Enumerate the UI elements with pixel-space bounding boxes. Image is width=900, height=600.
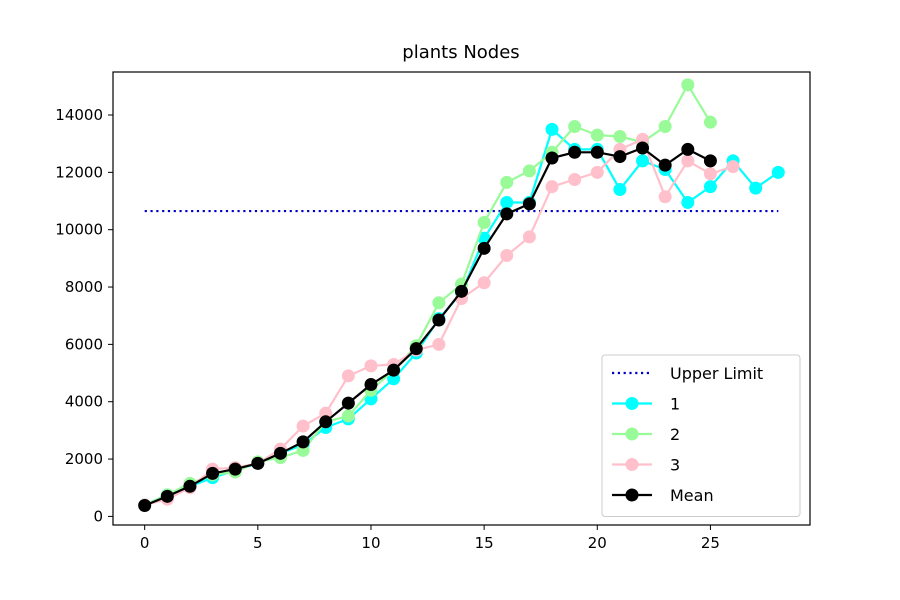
- axes-frame: [112, 71, 811, 526]
- y-tick-label: 8000: [65, 278, 103, 296]
- data-point: [658, 158, 672, 172]
- data-point: [160, 489, 174, 503]
- data-point: [522, 230, 536, 244]
- data-point: [341, 369, 355, 383]
- legend-entry: 1: [612, 395, 680, 414]
- data-point: [545, 122, 559, 136]
- data-point: [138, 499, 152, 513]
- legend-marker: [625, 488, 639, 502]
- data-point: [681, 154, 695, 168]
- data-point: [387, 363, 401, 377]
- data-point: [500, 248, 514, 262]
- data-point: [545, 151, 559, 165]
- data-point: [613, 150, 627, 164]
- legend-entry: Upper Limit: [612, 364, 763, 383]
- data-point: [251, 456, 265, 470]
- data-point: [432, 313, 446, 327]
- data-point: [658, 119, 672, 133]
- legend-label: 2: [670, 425, 680, 444]
- data-point: [636, 141, 650, 155]
- legend: Upper Limit 1 2 3 Mean: [601, 354, 801, 517]
- y-tick-label: 6000: [65, 335, 103, 353]
- series-mean: [138, 141, 717, 513]
- x-tick-label: 15: [475, 534, 494, 552]
- legend-entry: Mean: [612, 486, 714, 505]
- x-tick-label: 10: [361, 534, 380, 552]
- legend-marker: [625, 458, 639, 471]
- axes: 0 5 10 15 20 25 0 2000 4000 6000 8000 10000 12000 140…: [55, 71, 811, 552]
- data-point: [432, 296, 446, 310]
- data-point: [341, 396, 355, 410]
- data-point: [545, 180, 559, 194]
- y-tick-label: 2000: [65, 450, 103, 468]
- data-point: [681, 195, 695, 209]
- data-point: [364, 359, 378, 373]
- x-tick-label: 5: [253, 534, 263, 552]
- data-point: [703, 167, 717, 181]
- data-point: [636, 154, 650, 168]
- legend-label: 3: [670, 456, 680, 475]
- data-point: [613, 183, 627, 197]
- legend-label: Upper Limit: [670, 364, 763, 383]
- legend-box: [601, 354, 801, 517]
- data-point: [319, 415, 333, 429]
- plot-area: [138, 78, 785, 513]
- x-tick-label: 0: [140, 534, 150, 552]
- data-point: [749, 181, 763, 195]
- data-point: [296, 435, 310, 449]
- data-point: [500, 195, 514, 209]
- data-point: [522, 164, 536, 178]
- legend-marker: [625, 427, 639, 441]
- data-point: [590, 165, 604, 179]
- data-point: [228, 462, 242, 476]
- data-point: [500, 207, 514, 221]
- x-tick-label: 20: [588, 534, 607, 552]
- data-point: [296, 419, 310, 433]
- data-point: [658, 190, 672, 204]
- data-point: [613, 130, 627, 144]
- legend-marker: [625, 397, 639, 410]
- y-tick-label: 0: [93, 507, 103, 525]
- data-point: [568, 119, 582, 133]
- data-point: [455, 284, 468, 298]
- legend-entry: 3: [612, 456, 680, 475]
- y-tick-label: 12000: [55, 163, 103, 181]
- data-point: [568, 173, 582, 187]
- y-tick-label: 14000: [55, 106, 103, 124]
- data-point: [522, 197, 536, 211]
- data-point: [409, 342, 423, 356]
- y-tick-label: 10000: [55, 221, 103, 239]
- data-point: [500, 175, 514, 189]
- data-point: [477, 241, 491, 255]
- data-point: [681, 78, 695, 92]
- chart-title: plants Nodes: [402, 42, 519, 63]
- data-point: [703, 180, 717, 194]
- data-point: [477, 216, 491, 230]
- x-tick-label: 25: [701, 534, 720, 552]
- data-point: [771, 165, 785, 179]
- data-point: [477, 276, 491, 290]
- data-point: [703, 154, 717, 168]
- data-point: [206, 466, 220, 480]
- data-point: [726, 160, 740, 174]
- data-point: [432, 337, 446, 351]
- data-point: [568, 145, 582, 159]
- y-tick-label: 4000: [65, 393, 103, 411]
- data-point: [590, 145, 604, 159]
- legend-entry: 2: [612, 425, 680, 444]
- data-point: [590, 128, 604, 142]
- data-point: [183, 479, 197, 493]
- data-point: [681, 142, 695, 156]
- data-point: [364, 378, 378, 392]
- data-point: [341, 409, 355, 423]
- data-point: [273, 446, 287, 460]
- legend-label: Mean: [670, 486, 714, 505]
- legend-label: 1: [670, 395, 680, 414]
- data-point: [703, 115, 717, 129]
